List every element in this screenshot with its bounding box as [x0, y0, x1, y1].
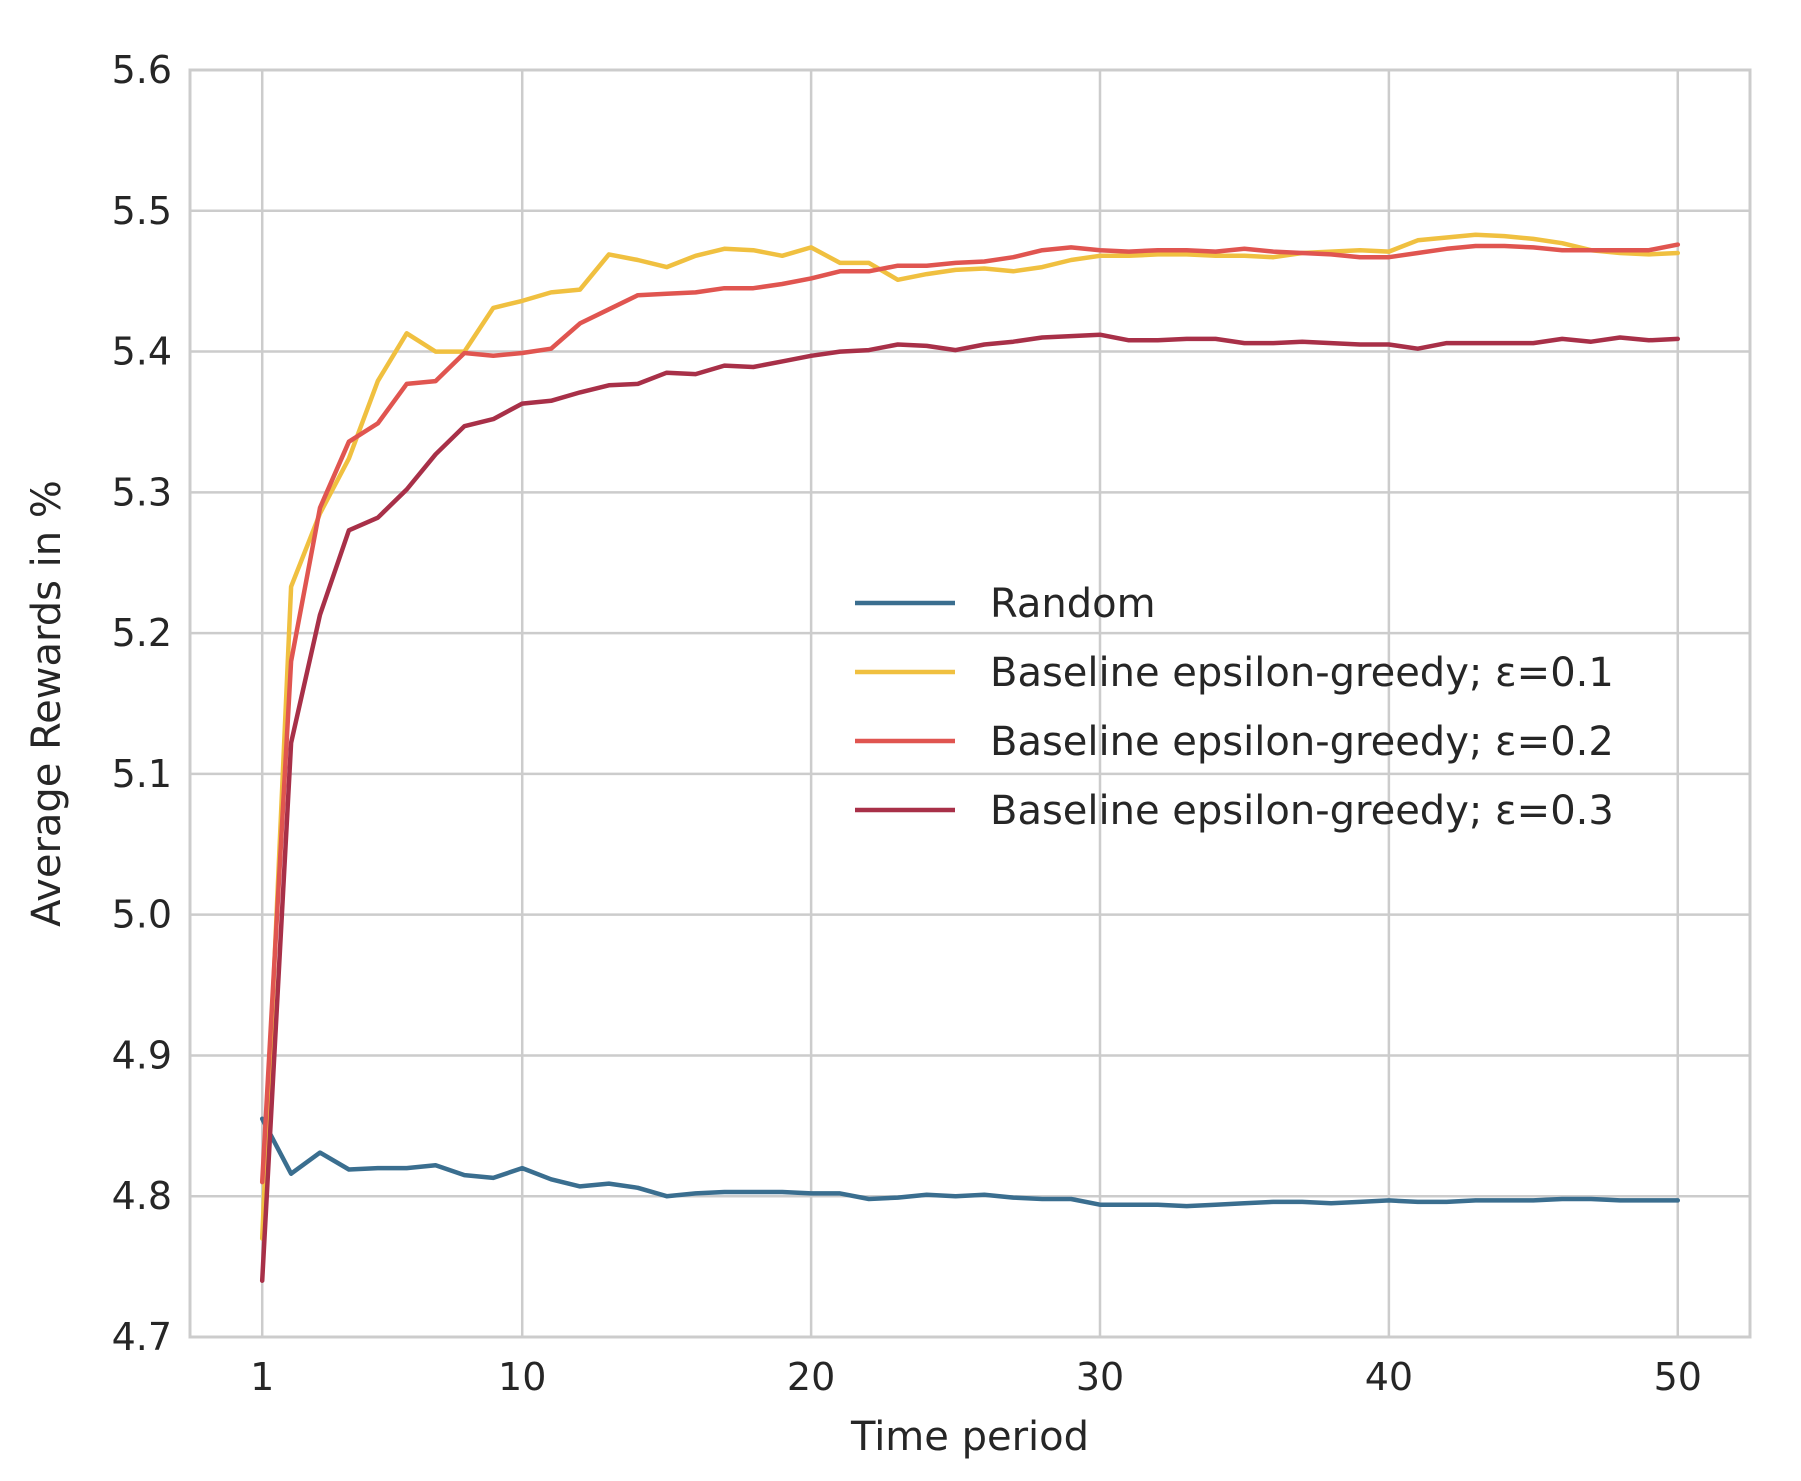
y-tick-label: 4.9 [112, 1033, 172, 1077]
y-tick-label: 5.0 [112, 893, 172, 937]
legend: Random Baseline epsilon-greedy; ε=0.1 Base… [855, 581, 1614, 834]
y-tick-label: 5.4 [112, 330, 172, 374]
series-line-4 [259, 332, 1681, 1283]
series-line-3 [259, 242, 1681, 1185]
series-line-2 [259, 232, 1681, 1241]
y-tick-label: 4.7 [112, 1315, 172, 1359]
x-tick-label: 50 [1654, 1355, 1702, 1399]
series-lines [259, 232, 1681, 1283]
legend-label: Baseline epsilon-greedy; ε=0.2 [990, 719, 1614, 765]
legend-label: Baseline epsilon-greedy; ε=0.1 [990, 650, 1614, 696]
y-tick-labels: 4.7 4.8 4.9 5.0 5.1 5.2 5.3 5.4 5.5 5.6 [112, 48, 172, 1359]
y-tick-label: 5.1 [112, 752, 172, 796]
y-axis-label: Average Rewards in % [24, 480, 70, 927]
x-tick-label: 30 [1076, 1355, 1124, 1399]
plot-frame [188, 68, 1752, 1339]
x-tick-label: 20 [787, 1355, 835, 1399]
y-tick-label: 5.5 [112, 189, 172, 233]
x-tick-label: 40 [1365, 1355, 1413, 1399]
x-tick-labels: 1 10 20 30 40 50 [250, 1355, 1702, 1399]
x-tick-label: 1 [250, 1355, 274, 1399]
x-tick-label: 10 [498, 1355, 546, 1399]
legend-label: Random [990, 581, 1156, 627]
y-tick-label: 5.3 [112, 470, 172, 514]
y-tick-label: 4.8 [112, 1174, 172, 1218]
y-tick-label: 5.6 [112, 48, 172, 92]
x-axis-label: Time period [850, 1414, 1089, 1460]
series-line-1 [259, 1116, 1681, 1209]
grid [190, 68, 1750, 1339]
y-tick-label: 5.2 [112, 611, 172, 655]
legend-label: Baseline epsilon-greedy; ε=0.3 [990, 788, 1614, 834]
